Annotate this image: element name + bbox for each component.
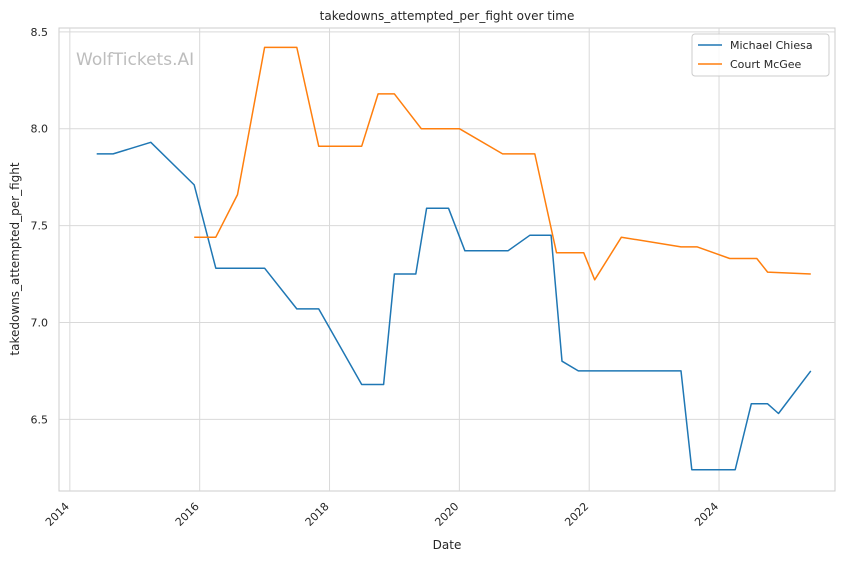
x-tick-label: 2014 (43, 500, 72, 529)
series-layer (96, 46, 812, 471)
y-tick-label: 8.0 (31, 123, 49, 136)
x-tick-label: 2018 (303, 500, 332, 529)
x-tick-label: 2022 (562, 500, 591, 529)
legend-box (691, 33, 830, 77)
y-tick-label: 8.5 (31, 26, 49, 39)
plot-frame (58, 27, 836, 492)
y-tick-label: 7.5 (31, 220, 49, 233)
y-tick-label: 6.5 (31, 413, 49, 426)
y-tick-labels: 6.5 7.0 7.5 8.0 8.5 (31, 26, 49, 426)
y-axis-title: takedowns_attempted_per_fight (8, 162, 22, 355)
x-tick-labels: 2014 2016 2018 2020 2022 2024 (43, 500, 721, 529)
y-tick-label: 7.0 (31, 316, 49, 329)
legend-label: Court McGee (730, 58, 802, 71)
legend: Michael Chiesa Court McGee (691, 33, 830, 77)
x-axis-title: Date (433, 538, 462, 552)
chart-title: takedowns_attempted_per_fight over time (320, 9, 575, 23)
series-line-court-mcgee (194, 46, 811, 281)
watermark-text: WolfTickets.AI (76, 50, 194, 70)
x-tick-label: 2016 (173, 500, 202, 529)
x-tick-label: 2020 (432, 500, 461, 529)
legend-label: Michael Chiesa (730, 39, 813, 52)
x-tick-label: 2024 (692, 500, 721, 529)
plot-area (58, 27, 836, 492)
series-line-michael-chiesa (96, 141, 812, 471)
